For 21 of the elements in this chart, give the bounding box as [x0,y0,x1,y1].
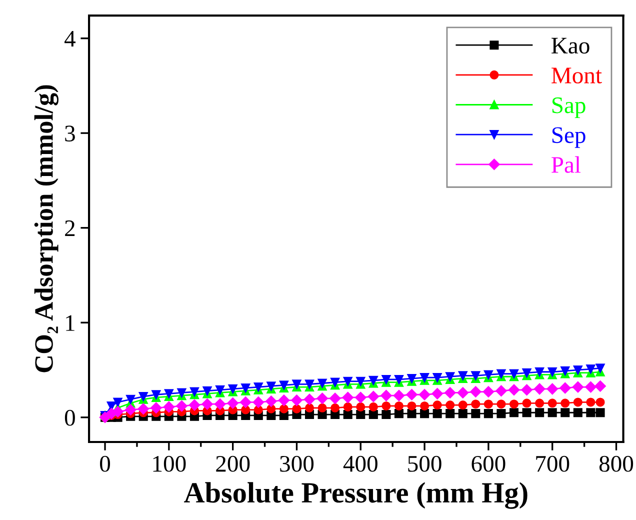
x-tick-label: 0 [100,456,110,472]
x-tick-label: 800 [599,456,634,472]
x-tick-label: 400 [343,456,378,472]
legend-label: Pal [552,156,581,173]
y-tick-label: 0 [64,410,75,426]
legend-label: Mont [552,68,602,84]
y-tick-label: 2 [65,220,75,236]
x-tick-label: 700 [536,456,570,472]
x-tick-label: 300 [280,456,314,472]
x-tick-label: 200 [216,456,250,472]
x-axis-title: Absolute Pressure (mm Hg) [184,482,528,509]
legend-label: Kao [552,38,590,54]
x-tick-label: 500 [408,456,442,472]
y-tick-label: 4 [64,30,76,47]
legend-label: Sep [552,127,586,148]
y-tick-label: 1 [66,315,74,331]
legend-label: Sap [552,97,586,118]
y-tick-label: 3 [65,126,75,142]
x-tick-label: 100 [153,456,186,472]
y-axis-title: CO₂ Adsorption (mmol/g) [34,85,58,372]
x-tick-label: 600 [472,456,506,472]
